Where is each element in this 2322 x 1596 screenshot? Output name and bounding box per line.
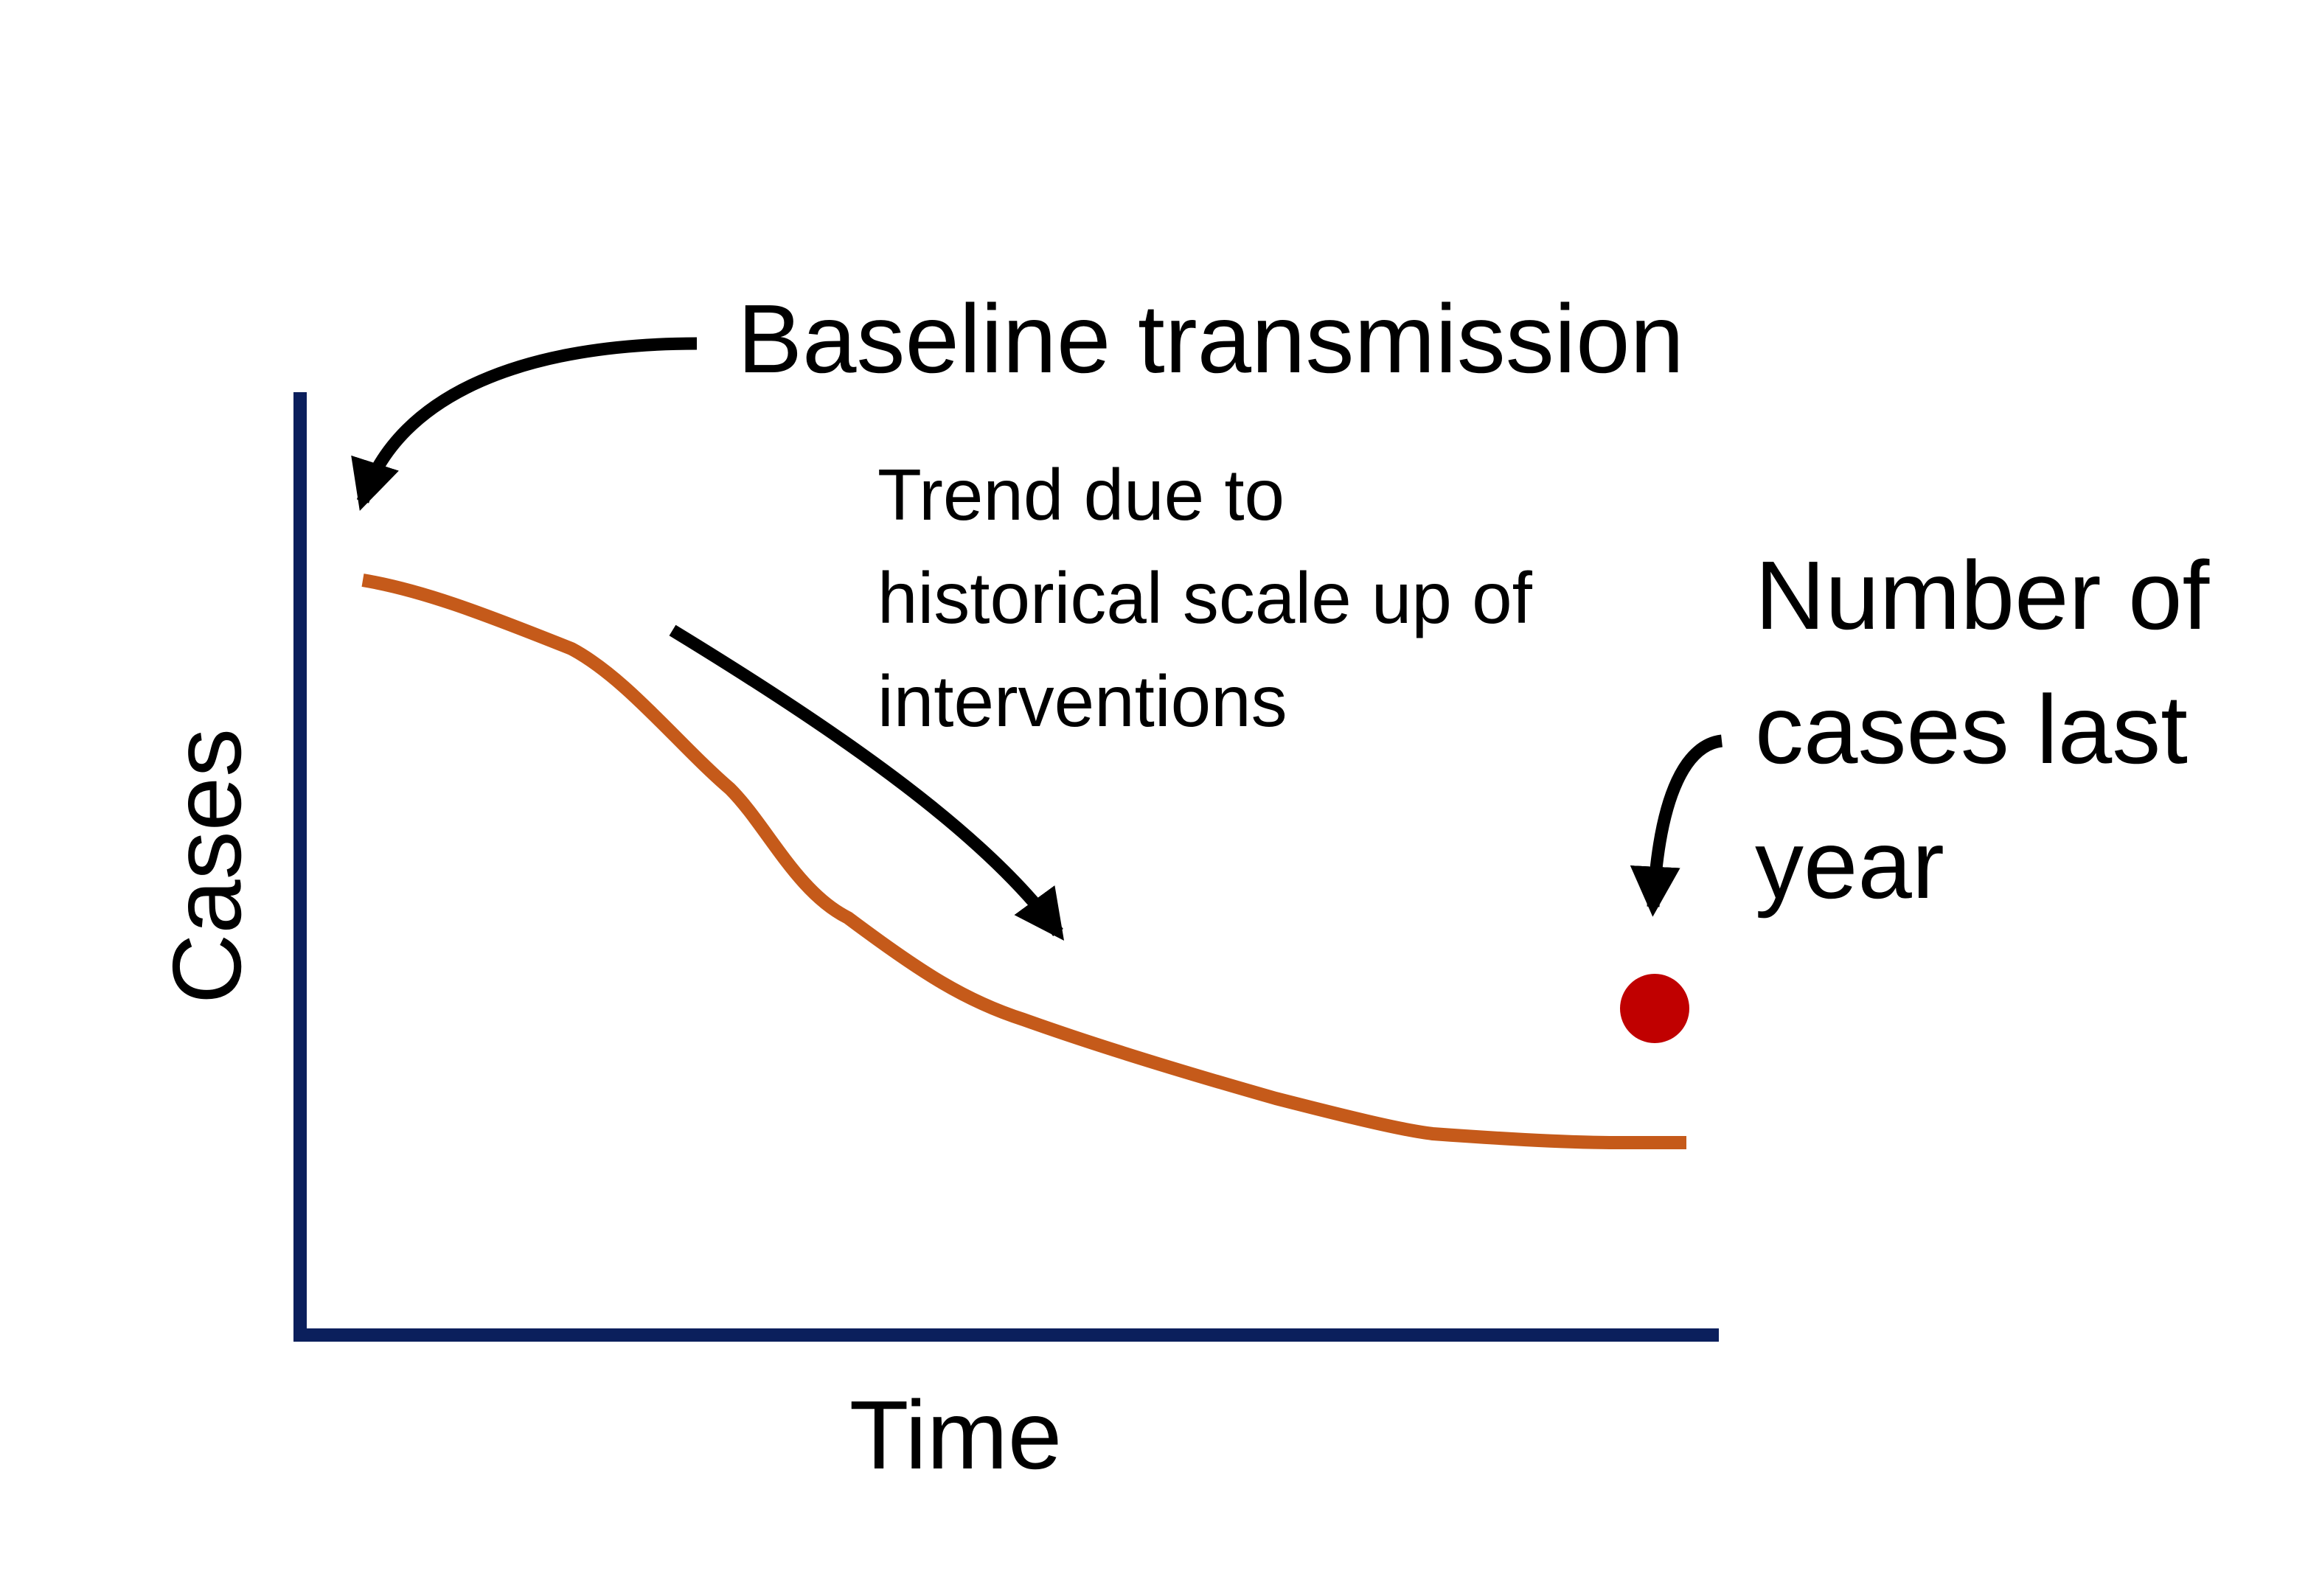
- trend-curve: [361, 574, 1686, 1149]
- trend-annotation-line-1: Trend due to: [877, 454, 1285, 535]
- trend-arrow: [669, 624, 1065, 941]
- last-year-arrow: [1630, 734, 1723, 917]
- baseline-arrow: [351, 337, 698, 511]
- last-year-annotation-line-2: cases last: [1755, 675, 2188, 784]
- last-year-annotation-line-1: Number of: [1755, 541, 2210, 649]
- baseline-annotation: Baseline transmission: [737, 285, 1684, 393]
- trend-annotation-line-3: interventions: [877, 661, 1287, 742]
- x-axis-label: Time: [849, 1381, 1062, 1489]
- trend-annotation-line-2: historical scale up of: [877, 557, 1533, 638]
- y-axis-label: Cases: [153, 728, 261, 1004]
- last-year-annotation-line-3: year: [1755, 810, 1944, 919]
- last-year-point: [1620, 974, 1689, 1043]
